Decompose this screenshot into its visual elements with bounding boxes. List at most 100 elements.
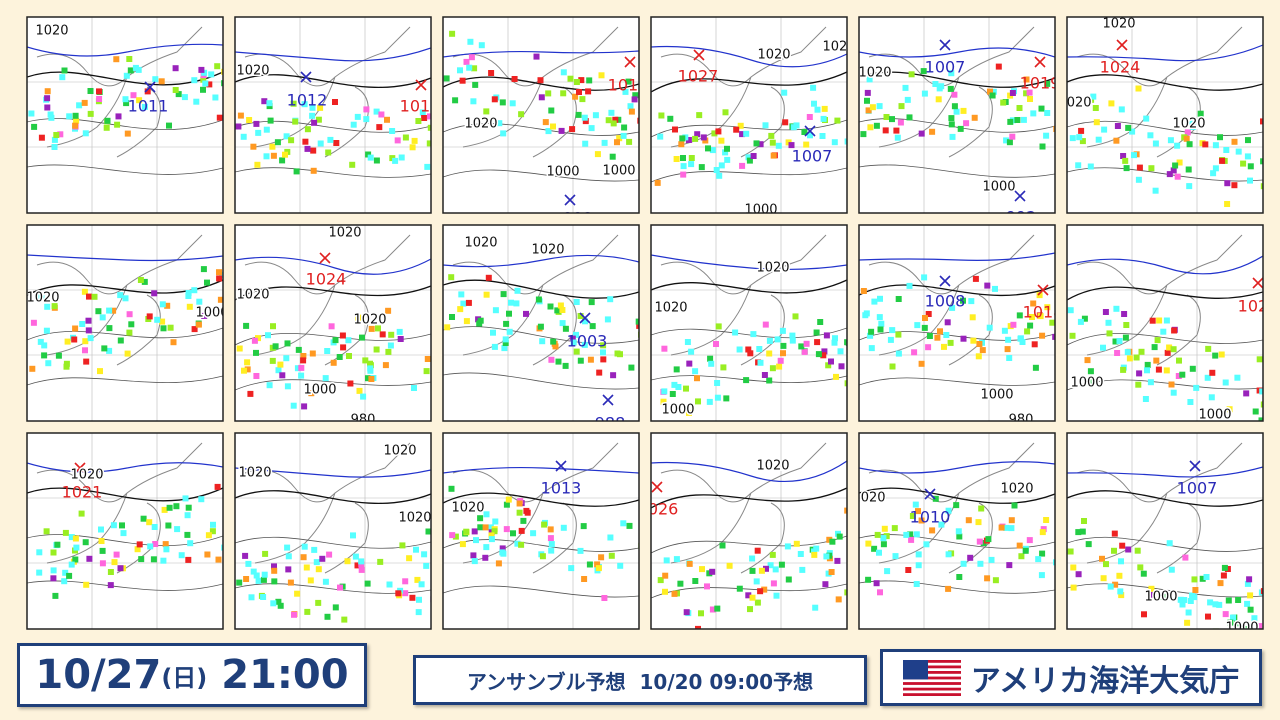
precip-cell [929,527,936,534]
precip-cell [185,556,192,563]
precip-cell [873,580,880,587]
precip-cell [1217,580,1224,587]
precip-cell [326,551,333,558]
isobar-line [443,326,639,344]
precip-cell [106,325,113,332]
precip-cell [963,120,970,127]
precip-cell [1081,315,1088,322]
precip-cell [965,517,972,524]
border-line [27,43,223,57]
precip-cell [918,130,925,137]
precip-cell [1038,105,1045,112]
precip-cell [122,96,129,103]
precip-cell [421,551,428,558]
precip-cell [975,519,982,526]
precip-cell [863,310,870,317]
precip-cell [514,540,521,547]
precip-cell [1081,518,1087,524]
precip-cell [449,314,455,320]
precip-cell [1224,180,1231,187]
precip-cell [867,124,874,131]
precip-cell [384,116,390,123]
center-marker [74,462,86,474]
precip-cell [1185,166,1192,173]
precip-cell [491,343,498,350]
precip-cell [1075,162,1082,169]
precip-cell [832,335,838,342]
precip-cell [124,350,131,357]
precip-cell [922,315,928,321]
pressure-label: 1003 [567,332,608,351]
precip-cell [775,142,782,149]
precip-cell [463,318,470,325]
precip-cell [756,346,763,352]
precip-cell [83,358,90,365]
precip-cell [301,543,308,550]
precip-cell [38,294,45,301]
precip-cell [324,613,331,620]
border-line [651,45,847,68]
precip-cell [581,114,588,121]
precip-cell [272,343,279,350]
precip-cell [128,321,135,328]
precip-cell [806,114,813,120]
center-marker [1034,56,1046,68]
precip-cell [913,531,920,538]
pressure-label: 1027 [678,67,719,86]
precip-cell [1006,139,1013,146]
isobar-line [651,327,847,339]
precip-cell [1186,120,1193,127]
precip-cell [1247,163,1254,170]
precip-cell [1037,313,1044,320]
precip-cell [707,355,714,362]
precip-cell [1026,89,1033,96]
precip-cell [270,152,277,159]
method: アンサンブル予想 [466,669,626,694]
precip-cell [99,314,106,321]
coastline [36,234,203,366]
isobar-line [27,534,223,547]
precip-cell [836,533,843,540]
precip-cell [915,551,922,558]
precip-cell [245,560,252,567]
isobar-line [651,487,847,509]
precip-cell [317,104,324,111]
precip-cell [126,56,133,62]
precip-cell [337,584,343,591]
precip-cell [761,586,768,593]
precip-cell [460,300,467,307]
precip-cell [51,136,58,143]
precip-cell [680,163,687,170]
precip-cell [221,544,223,551]
precip-cell [811,551,818,558]
precip-cell [1044,110,1051,116]
precip-cell [491,528,498,535]
precip-cell [73,117,80,124]
precip-cell [550,123,556,130]
precip-cell [979,347,986,354]
precip-cell [757,141,764,148]
isobar-line [651,71,847,93]
pressure-label: 1000 [602,164,635,179]
precip-cell [774,336,781,343]
precip-cell [61,578,68,585]
precip-cell [1204,374,1211,381]
precip-cell [925,311,932,317]
precip-cell [698,610,704,617]
precip-cell [64,338,71,345]
precip-cell [443,75,450,82]
precip-cell [1043,132,1050,139]
precip-cell [68,561,75,568]
precip-cell [1176,159,1183,166]
precip-cell [502,336,509,343]
pressure-label: 988 [595,414,626,433]
panel-frame [858,224,1056,422]
precip-cell [548,541,555,548]
precip-cell [1247,606,1254,613]
precip-cell [714,380,721,386]
precip-cell [1155,366,1162,373]
precip-cell [236,345,243,352]
precip-cell [136,541,143,548]
isobar-line [1067,490,1263,507]
precip-cell [300,353,307,359]
